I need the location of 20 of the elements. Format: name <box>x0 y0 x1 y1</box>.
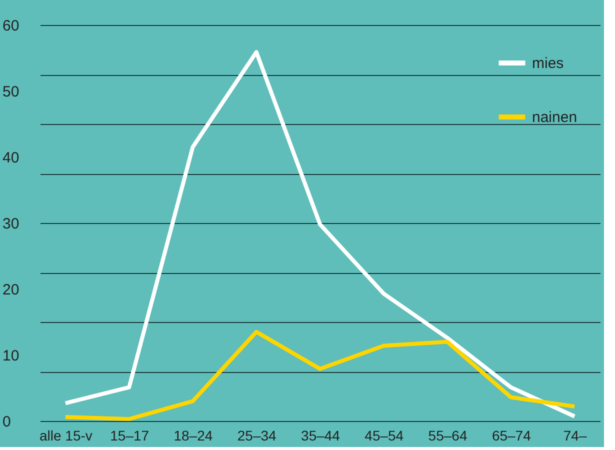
y-tick-label: 30 <box>2 216 20 232</box>
y-tick-label: 20 <box>2 282 20 298</box>
x-tick-label: 55–64 <box>428 428 468 444</box>
line-series <box>63 50 577 418</box>
y-tick-label: 10 <box>2 348 20 364</box>
x-tick-label: 74– <box>563 428 587 444</box>
x-tick-label: 25–34 <box>237 428 277 444</box>
line-series <box>63 330 577 422</box>
x-tick-label: 65–74 <box>492 428 532 444</box>
legend-label: mies <box>532 55 564 72</box>
x-tick-label: 18–24 <box>174 428 213 444</box>
y-tick-label: 50 <box>2 84 20 100</box>
y-tick-label: 60 <box>2 18 20 34</box>
legend-label: nainen <box>532 109 578 126</box>
x-tick-label: 45–54 <box>364 428 404 444</box>
x-tick-label: 15–17 <box>110 428 150 444</box>
x-tick-label: 35–44 <box>301 428 340 444</box>
y-tick-label: 0 <box>2 414 11 430</box>
x-tick-label: alle 15-v <box>39 428 92 444</box>
y-tick-label: 40 <box>2 150 20 166</box>
